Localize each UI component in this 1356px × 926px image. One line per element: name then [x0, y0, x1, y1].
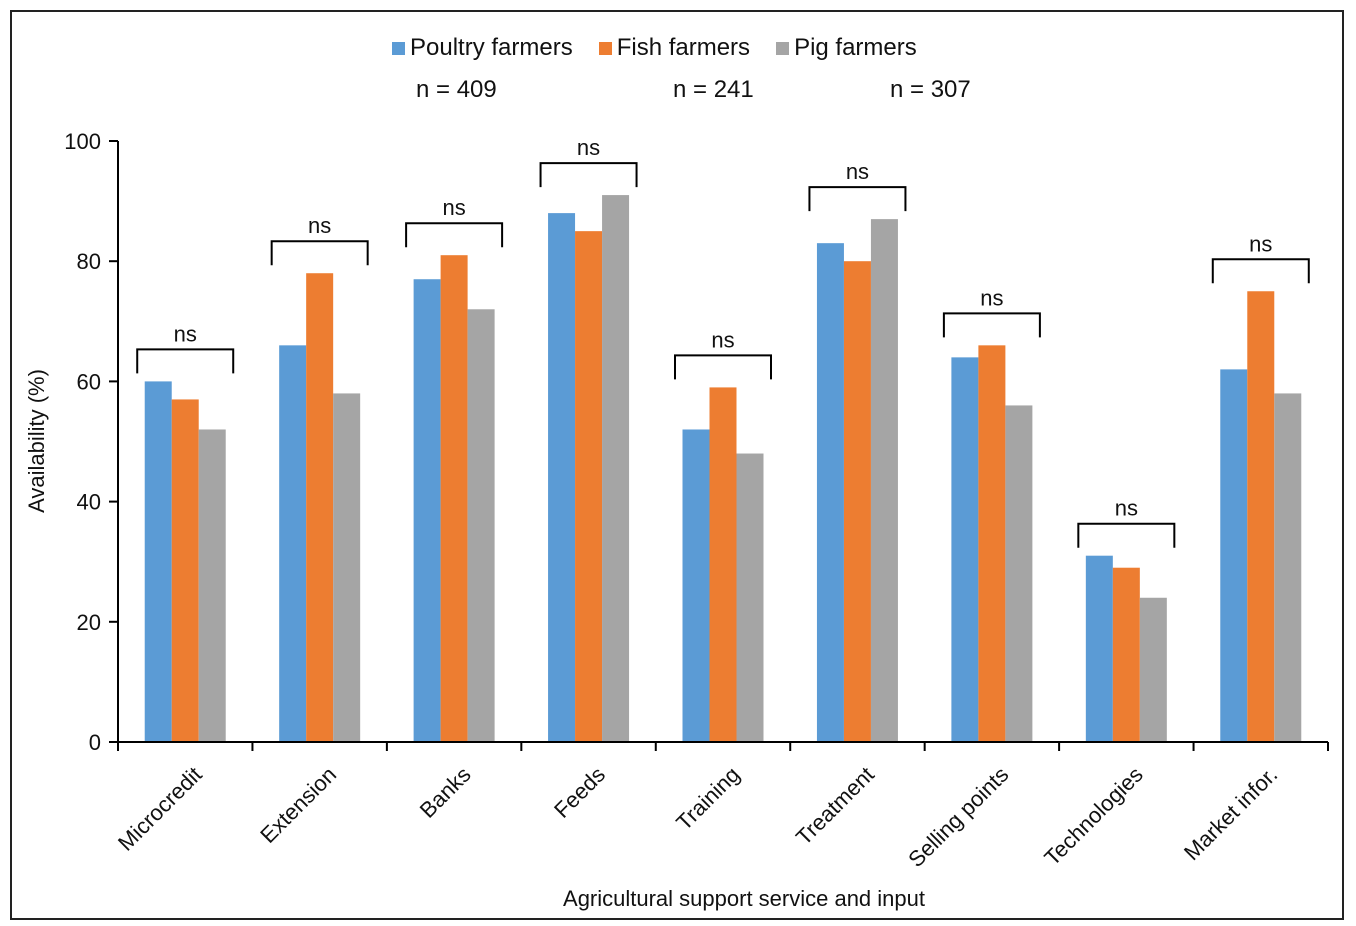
bar-0-0: [144, 381, 172, 742]
significance-bracket-6: [942, 312, 1041, 338]
y-tick-label-3: 60: [77, 369, 101, 394]
bar-2-2: [467, 309, 495, 742]
significance-label-0: ns: [174, 321, 197, 346]
chart-frame: [10, 10, 1344, 920]
bar-1-1: [306, 273, 334, 742]
significance-label-5: ns: [846, 159, 869, 184]
significance-label-1: ns: [308, 213, 331, 238]
legend-item-poultry: Poultry farmers: [392, 34, 573, 62]
legend-label-pig: Pig farmers: [794, 34, 917, 61]
bar-0-4: [682, 429, 710, 742]
significance-label-6: ns: [980, 285, 1003, 310]
bar-0-2: [413, 279, 441, 742]
x-tick-label-7: Technologies: [1039, 762, 1147, 870]
significance-label-2: ns: [442, 195, 465, 220]
bar-1-7: [1112, 567, 1140, 742]
bar-1-4: [709, 387, 737, 742]
significance-label-7: ns: [1115, 496, 1138, 521]
y-tick-label-0: 0: [89, 730, 101, 755]
significance-label-4: ns: [711, 327, 734, 352]
bar-2-3: [602, 195, 630, 743]
significance-bracket-1: [270, 240, 369, 266]
bar-2-5: [870, 219, 898, 742]
significance-label-3: ns: [577, 135, 600, 160]
legend-label-fish: Fish farmers: [616, 34, 751, 61]
legend-swatch-pig: [776, 41, 790, 55]
significance-label-8: ns: [1249, 231, 1272, 256]
bar-1-0: [171, 399, 199, 742]
sample-size-fish: n = 241: [673, 76, 754, 103]
y-tick-label-2: 40: [77, 490, 101, 515]
bar-2-1: [333, 393, 361, 742]
bar-0-8: [1220, 369, 1248, 742]
bar-0-7: [1085, 555, 1113, 742]
bar-1-8: [1247, 291, 1275, 742]
bar-2-7: [1139, 597, 1167, 742]
significance-bracket-0: [136, 348, 235, 374]
bar-0-1: [279, 345, 307, 742]
bar-2-0: [198, 429, 226, 742]
bar-0-6: [951, 357, 979, 742]
x-tick-label-8: Market infor.: [1179, 762, 1282, 865]
significance-bracket-7: [1077, 522, 1176, 548]
y-tick-label-5: 100: [64, 129, 101, 154]
bar-1-3: [575, 231, 603, 742]
x-tick-label-4: Training: [671, 762, 744, 835]
significance-bracket-3: [539, 162, 638, 188]
legend-swatch-fish: [598, 41, 612, 55]
legend-swatch-poultry: [392, 41, 405, 55]
x-axis-title: Agricultural support service and input: [563, 886, 925, 911]
legend-label-poultry: Poultry farmers: [410, 34, 573, 61]
y-tick-label-4: 80: [77, 249, 101, 274]
legend-item-fish: Fish farmers: [598, 34, 751, 62]
bar-1-5: [843, 261, 871, 742]
legend-item-pig: Pig farmers: [776, 34, 917, 62]
x-tick-label-1: Extension: [255, 762, 341, 848]
bar-0-5: [816, 243, 844, 743]
bar-2-6: [1005, 405, 1033, 742]
significance-bracket-8: [1211, 258, 1310, 284]
significance-bracket-5: [808, 186, 907, 212]
x-tick-label-6: Selling points: [903, 762, 1013, 872]
y-tick-label-1: 20: [77, 610, 101, 635]
legend: Poultry farmers Fish farmers Pig farmers: [392, 34, 943, 62]
y-axis-title: Availability (%): [24, 369, 49, 513]
significance-bracket-2: [405, 222, 504, 248]
x-tick-label-2: Banks: [415, 762, 476, 823]
x-tick-label-3: Feeds: [549, 762, 610, 823]
bar-1-2: [440, 255, 468, 742]
x-tick-label-0: Microcredit: [113, 762, 207, 856]
bar-1-6: [978, 345, 1006, 742]
x-tick-label-5: Treatment: [791, 762, 879, 850]
bar-2-8: [1274, 393, 1302, 742]
bar-0-3: [548, 213, 576, 742]
significance-bracket-4: [674, 354, 772, 380]
sample-size-poultry: n = 409: [416, 76, 497, 103]
bar-2-4: [736, 453, 764, 742]
sample-size-pig: n = 307: [890, 76, 971, 103]
